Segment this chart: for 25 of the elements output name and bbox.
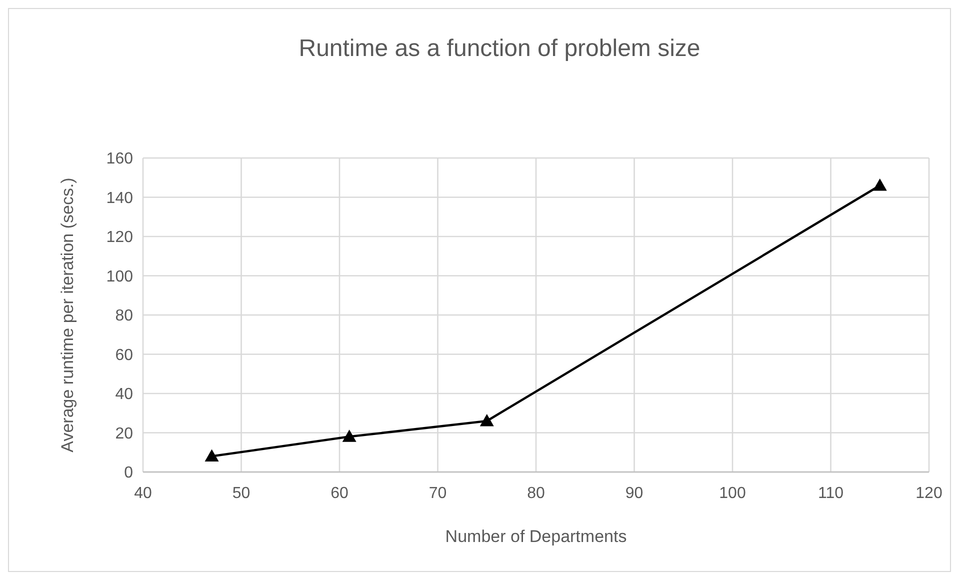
point: [480, 414, 494, 426]
y-tick-label: 0: [124, 464, 134, 482]
x-tick-label: 120: [916, 485, 942, 502]
x-tick-label: 40: [134, 485, 152, 502]
x-tick-label: 60: [330, 485, 348, 502]
x-tick-label: 110: [818, 485, 844, 502]
y-tick-label: 140: [106, 190, 134, 207]
x-tick-label: 70: [428, 485, 447, 502]
chart-title: Runtime as a function of problem size: [298, 35, 700, 62]
y-tick-label: 40: [115, 386, 134, 404]
x-tick-label: 80: [527, 485, 545, 502]
point: [204, 449, 219, 462]
x-axis-title: Number of Departments: [445, 527, 627, 546]
point: [342, 430, 356, 442]
x-tick-label: 90: [625, 485, 644, 502]
y-tick-label: 100: [106, 268, 134, 286]
y-tick-label: 20: [115, 425, 134, 442]
point: [872, 178, 887, 191]
y-tick-label: 80: [115, 308, 134, 325]
y-axis-title: Average runtime per iteration (secs.): [58, 178, 77, 452]
y-tick-label: 160: [106, 150, 134, 168]
y-tick-label: 120: [106, 229, 134, 246]
x-tick-label: 50: [232, 485, 250, 502]
x-tick-label: 100: [719, 485, 746, 502]
y-tick-label: 60: [115, 346, 134, 364]
